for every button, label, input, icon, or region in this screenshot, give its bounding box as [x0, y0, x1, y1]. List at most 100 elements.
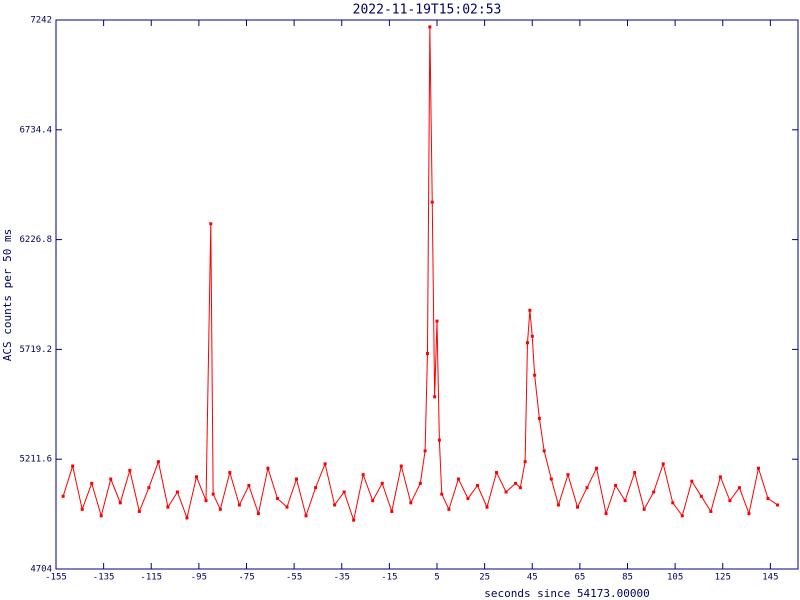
data-point	[428, 25, 432, 29]
data-point	[633, 471, 637, 475]
data-point	[409, 501, 413, 505]
data-point	[156, 460, 160, 464]
data-point	[361, 473, 365, 477]
data-point	[766, 496, 770, 500]
data-point	[435, 319, 439, 323]
data-point	[418, 481, 422, 485]
data-point	[118, 501, 122, 505]
data-point	[423, 449, 427, 453]
y-tick-label: 7242	[30, 16, 52, 26]
data-point	[333, 503, 337, 507]
data-point	[523, 460, 527, 464]
y-tick-label: 5719.2	[19, 345, 52, 355]
y-tick-label: 6734.4	[19, 125, 52, 135]
x-tick-label: 125	[715, 573, 731, 583]
data-point	[390, 509, 394, 513]
data-point	[747, 512, 751, 516]
data-point	[690, 479, 694, 483]
data-point	[530, 334, 534, 338]
data-point	[295, 477, 299, 481]
data-point	[425, 352, 429, 356]
data-point	[642, 507, 646, 511]
data-point	[776, 503, 780, 507]
data-point	[556, 503, 560, 507]
data-point	[433, 395, 437, 399]
data-point	[737, 486, 741, 490]
x-tick-label: 85	[622, 573, 633, 583]
data-point	[671, 501, 675, 505]
data-point	[504, 490, 508, 494]
x-tick-label: -135	[93, 573, 115, 583]
data-point	[209, 222, 213, 226]
data-point	[533, 373, 537, 377]
x-tick-label: 145	[762, 573, 778, 583]
data-point	[456, 477, 460, 481]
data-line	[62, 26, 778, 523]
data-point	[256, 512, 260, 516]
data-point	[247, 484, 251, 488]
data-point	[623, 499, 627, 503]
data-point	[514, 481, 518, 485]
data-point	[175, 490, 179, 494]
data-point	[604, 512, 608, 516]
data-point	[237, 503, 241, 507]
x-tick-label: -95	[191, 573, 207, 583]
plot-frame	[55, 19, 799, 570]
x-tick-label: 25	[479, 573, 490, 583]
data-point	[99, 514, 103, 518]
data-point	[314, 486, 318, 490]
x-tick-label: -35	[334, 573, 350, 583]
x-tick-label: 105	[667, 573, 683, 583]
data-point	[147, 486, 151, 490]
x-tick-label: -115	[140, 573, 162, 583]
data-point	[680, 514, 684, 518]
y-axis-label: ACS counts per 50 ms	[1, 229, 14, 361]
data-point	[430, 200, 434, 204]
y-tick-label: 5211.6	[19, 455, 52, 465]
data-point	[80, 507, 84, 511]
data-point	[399, 464, 403, 468]
data-point	[440, 492, 444, 496]
data-point	[218, 507, 222, 511]
data-point	[756, 466, 760, 470]
data-point	[652, 490, 656, 494]
x-tick-label: -55	[286, 573, 302, 583]
data-point	[709, 509, 713, 513]
data-point	[447, 507, 451, 511]
data-point	[266, 466, 270, 470]
data-point	[718, 475, 722, 479]
x-tick-label: 65	[574, 573, 585, 583]
data-point	[699, 494, 703, 498]
data-point	[495, 471, 499, 475]
data-point	[194, 475, 198, 479]
data-point	[585, 486, 589, 490]
data-point	[228, 471, 232, 475]
data-point	[525, 341, 529, 345]
x-tick-label: -75	[238, 573, 254, 583]
data-point	[323, 462, 327, 466]
data-point	[204, 499, 208, 503]
data-point	[185, 516, 189, 520]
data-point	[211, 492, 215, 496]
data-point	[342, 490, 346, 494]
data-point	[575, 505, 579, 509]
data-point	[61, 494, 65, 498]
x-tick-label: 45	[527, 573, 538, 583]
x-tick-label: -155	[45, 573, 67, 583]
x-tick-label: 5	[434, 573, 439, 583]
data-point	[90, 481, 94, 485]
data-point	[380, 481, 384, 485]
data-point	[661, 462, 665, 466]
x-tick-label: -15	[381, 573, 397, 583]
data-point	[485, 505, 489, 509]
data-point	[542, 449, 546, 453]
y-tick-label: 6226.8	[19, 235, 52, 245]
data-point	[137, 509, 141, 513]
data-point	[128, 468, 132, 472]
data-point	[528, 308, 532, 312]
data-point	[304, 514, 308, 518]
x-axis-label: seconds since 54173.00000	[484, 587, 650, 600]
data-point	[518, 486, 522, 490]
